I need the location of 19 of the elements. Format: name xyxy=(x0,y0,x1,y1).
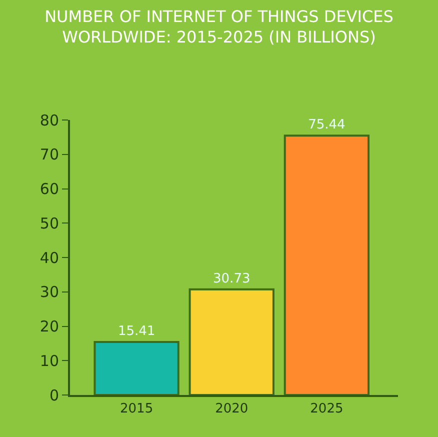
y-tick-label: 20 xyxy=(40,318,59,336)
y-tick-label: 30 xyxy=(40,283,59,302)
y-tick-label: 40 xyxy=(40,248,59,267)
chart-title: NUMBER OF INTERNET OF THINGS DEVICES WORLDWIDE: 2015-2025 (IN BILLIONS) xyxy=(44,6,394,47)
y-tick-label: 10 xyxy=(40,352,59,370)
y-tick-label: 0 xyxy=(49,386,59,404)
data-label: 75.44 xyxy=(308,118,346,133)
y-tick-label: 60 xyxy=(40,180,59,198)
y-tick-label: 70 xyxy=(40,146,59,164)
y-tick-label: 80 xyxy=(40,111,59,130)
bar xyxy=(284,134,370,395)
y-tick-label: 50 xyxy=(40,214,59,232)
bar xyxy=(188,288,274,395)
x-tick-label: 2015 xyxy=(120,402,154,417)
x-tick-label: 2025 xyxy=(310,402,344,417)
x-tick-label: 2020 xyxy=(215,402,248,417)
data-label: 15.41 xyxy=(118,324,156,340)
bar xyxy=(94,341,180,395)
data-label: 30.73 xyxy=(213,271,250,286)
